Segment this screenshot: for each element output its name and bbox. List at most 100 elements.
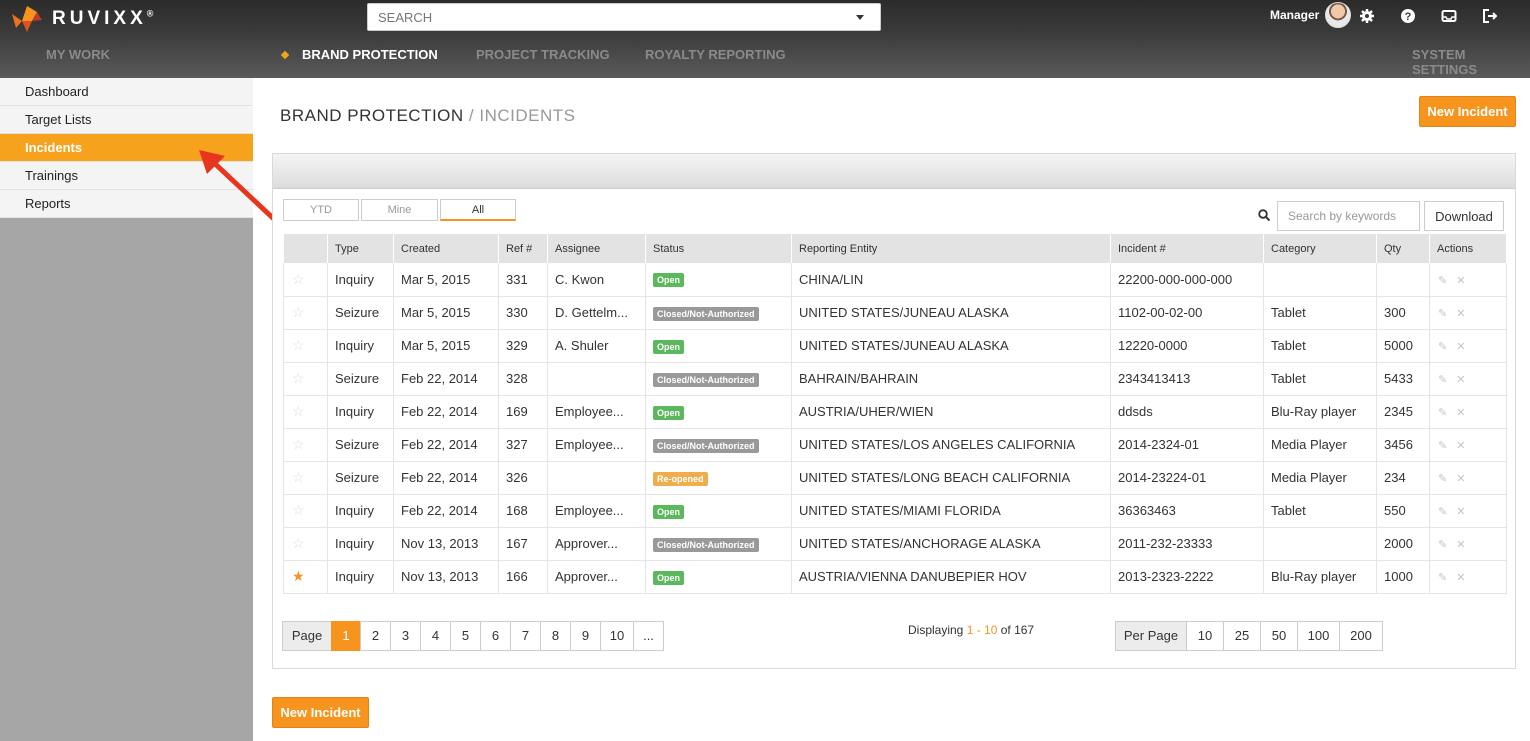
filter-all[interactable]: All [440,199,516,221]
nav-project-tracking[interactable]: PROJECT TRACKING [476,47,610,62]
star-icon[interactable]: ★ [283,560,328,594]
star-icon[interactable]: ☆ [283,362,328,396]
chevron-down-icon[interactable] [856,15,864,20]
cell-entity: AUSTRIA/VIENNA DANUBEPIER HOV [791,560,1111,594]
close-icon[interactable]: ✕ [1453,440,1466,452]
inbox-icon[interactable] [1441,8,1457,24]
cell-status: Open [645,560,792,594]
table-row[interactable]: ☆ Seizure Feb 22, 2014 326 Re-opened UNITED S… [283,461,1507,495]
pencil-icon[interactable]: ✎ [1438,308,1448,320]
avatar[interactable] [1325,2,1352,28]
table-row[interactable]: ☆ Inquiry Feb 22, 2014 169 Employee... Open AU… [283,395,1507,429]
table-row[interactable]: ★ Inquiry Nov 13, 2013 166 Approver... Open AU… [283,560,1507,594]
sidebar: Dashboard Target Lists Incidents Trainin… [0,78,253,741]
column-header-category[interactable]: Category [1263,234,1377,263]
page-button-9[interactable]: 9 [570,621,601,651]
cell-ref: 327 [498,428,548,462]
table-row[interactable]: ☆ Inquiry Mar 5, 2015 329 A. Shuler Open UNITE… [283,329,1507,363]
per-page-option-50[interactable]: 50 [1260,621,1298,651]
sidebar-item-incidents[interactable]: Incidents [0,134,253,162]
sidebar-item-dashboard[interactable]: Dashboard [0,78,253,106]
cell-type: Inquiry [327,494,394,528]
close-icon[interactable]: ✕ [1453,374,1466,386]
page-button-more[interactable]: ... [633,621,664,651]
nav-royalty-reporting[interactable]: ROYALTY REPORTING [645,47,786,62]
page-button-4[interactable]: 4 [420,621,451,651]
star-icon[interactable]: ☆ [283,461,328,495]
per-page-option-10[interactable]: 10 [1186,621,1224,651]
close-icon[interactable]: ✕ [1453,274,1466,287]
table-row[interactable]: ☆ Inquiry Mar 5, 2015 331 C. Kwon Open CHINA/L… [283,263,1507,297]
pencil-icon[interactable]: ✎ [1438,572,1448,584]
close-icon[interactable]: ✕ [1453,473,1466,485]
column-header-created[interactable]: Created [393,234,499,263]
star-icon[interactable]: ☆ [283,428,328,462]
column-header-incident[interactable]: Incident # [1110,234,1264,263]
star-icon[interactable]: ☆ [283,494,328,528]
nav-my-work[interactable]: MY WORK [46,47,111,62]
new-incident-button-bottom[interactable]: New Incident [272,697,369,728]
column-header-type[interactable]: Type [327,234,394,263]
nav-system-settings[interactable]: SYSTEM SETTINGS [1412,47,1478,77]
star-icon[interactable]: ☆ [283,263,328,297]
page-button-2[interactable]: 2 [360,621,391,651]
close-icon[interactable]: ✕ [1453,308,1466,320]
close-icon[interactable]: ✕ [1453,506,1466,518]
app-logo[interactable]: RUVIXX® [10,4,153,34]
global-search[interactable] [367,3,881,31]
star-icon[interactable]: ☆ [283,296,328,330]
page-button-10[interactable]: 10 [600,621,634,651]
column-header-status[interactable]: Status [645,234,792,263]
new-incident-button-top[interactable]: New Incident [1419,96,1516,127]
column-header-ref[interactable]: Ref # [498,234,548,263]
star-icon[interactable]: ☆ [283,329,328,363]
global-search-input[interactable] [378,9,848,25]
close-icon[interactable]: ✕ [1453,341,1466,353]
table-row[interactable]: ☆ Seizure Feb 22, 2014 327 Employee... Closed… [283,428,1507,462]
column-header-qty[interactable]: Qty [1376,234,1430,263]
table-row[interactable]: ☆ Inquiry Feb 22, 2014 168 Employee... Open UN… [283,494,1507,528]
per-page-option-100[interactable]: 100 [1297,621,1340,651]
table-row[interactable]: ☆ Inquiry Nov 13, 2013 167 Approver... Closed… [283,527,1507,561]
pencil-icon[interactable]: ✎ [1438,440,1448,452]
nav-brand-protection[interactable]: BRAND PROTECTION [302,47,438,62]
keyword-search-input[interactable] [1277,201,1420,231]
close-icon[interactable]: ✕ [1453,572,1466,584]
page-button-3[interactable]: 3 [390,621,421,651]
pencil-icon[interactable]: ✎ [1438,473,1448,485]
per-page-option-200[interactable]: 200 [1339,621,1383,651]
table-row[interactable]: ☆ Seizure Mar 5, 2015 330 D. Gettelm... Close… [283,296,1507,330]
page-button-5[interactable]: 5 [450,621,481,651]
close-icon[interactable]: ✕ [1453,539,1466,551]
column-header-assignee[interactable]: Assignee [547,234,646,263]
star-icon[interactable]: ☆ [283,527,328,561]
filter-ytd[interactable]: YTD [283,199,359,221]
help-icon[interactable]: ? [1400,8,1416,24]
star-icon[interactable]: ☆ [283,395,328,429]
sidebar-item-target-lists[interactable]: Target Lists [0,106,253,134]
pencil-icon[interactable]: ✎ [1438,407,1448,419]
pencil-icon[interactable]: ✎ [1438,374,1448,386]
download-button[interactable]: Download [1424,201,1504,231]
column-header-entity[interactable]: Reporting Entity [791,234,1111,263]
user-menu[interactable]: Manager [1270,2,1352,28]
incidents-panel: YTD Mine All Download Type Created Ref #… [272,153,1516,669]
gear-icon[interactable] [1359,8,1375,24]
table-row[interactable]: ☆ Seizure Feb 22, 2014 328 Closed/Not-Author… [283,362,1507,396]
page-button-8[interactable]: 8 [540,621,571,651]
pencil-icon[interactable]: ✎ [1438,341,1448,353]
close-icon[interactable]: ✕ [1453,407,1466,419]
pencil-icon[interactable]: ✎ [1438,539,1448,551]
filter-mine[interactable]: Mine [361,199,438,221]
page-button-7[interactable]: 7 [510,621,541,651]
column-header-favorite [283,234,328,263]
page-button-1[interactable]: 1 [331,621,361,651]
page-button-6[interactable]: 6 [480,621,511,651]
sidebar-item-trainings[interactable]: Trainings [0,162,253,190]
sidebar-item-reports[interactable]: Reports [0,190,253,218]
logout-icon[interactable] [1482,8,1498,24]
cell-type: Seizure [327,461,394,495]
per-page-option-25[interactable]: 25 [1223,621,1261,651]
pencil-icon[interactable]: ✎ [1438,506,1448,518]
pencil-icon[interactable]: ✎ [1438,274,1448,287]
